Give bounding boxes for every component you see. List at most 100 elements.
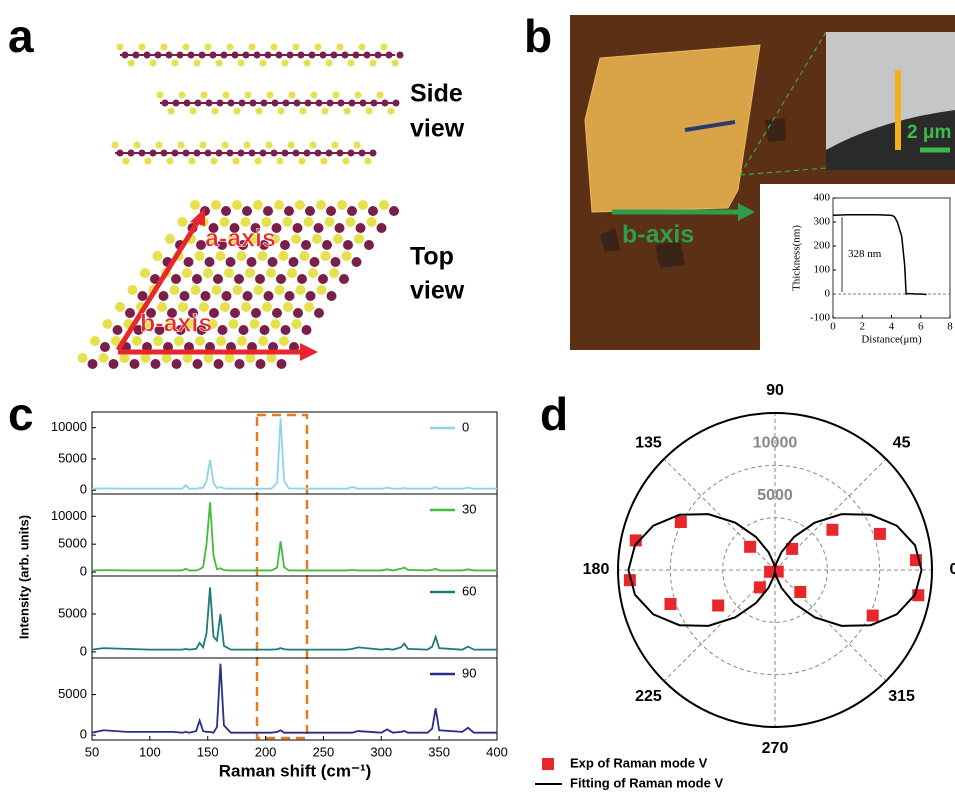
atom (239, 325, 249, 335)
atom (266, 142, 273, 149)
atom (194, 150, 201, 157)
x-tick-label: 8 (947, 321, 953, 333)
atom (287, 268, 297, 278)
panel-label: a (8, 10, 34, 62)
atom (315, 150, 322, 157)
atom (393, 100, 400, 107)
plot-frame (92, 412, 497, 494)
atom (262, 302, 272, 312)
y-tick-label: 0 (80, 727, 87, 742)
atom (205, 150, 212, 157)
axis-label: b-axis (622, 221, 694, 249)
atom (304, 302, 314, 312)
atom (365, 158, 372, 165)
atom (315, 44, 322, 51)
atom (153, 251, 163, 261)
atom (217, 100, 224, 107)
atom (203, 268, 213, 278)
atom (327, 100, 334, 107)
atom (277, 359, 287, 369)
atom (346, 217, 356, 227)
atom (112, 142, 119, 149)
atom (331, 257, 341, 267)
atom (254, 285, 264, 295)
atom (182, 268, 192, 278)
atom (289, 92, 296, 99)
atom (213, 274, 223, 284)
atom (312, 234, 322, 244)
data-point (794, 586, 806, 598)
atom (337, 200, 347, 210)
atom (138, 291, 148, 301)
atom (321, 158, 328, 165)
atom (289, 257, 299, 267)
x-tick-label: 6 (918, 321, 924, 333)
atom (317, 285, 327, 295)
atom (190, 200, 200, 210)
atom (117, 150, 124, 157)
legend-label: Exp of Raman mode V (570, 755, 708, 770)
atom (275, 285, 285, 295)
spectrum (92, 587, 497, 649)
atom (122, 52, 129, 59)
atom (139, 150, 146, 157)
atom (200, 142, 207, 149)
flake (585, 45, 760, 212)
atom (128, 60, 135, 67)
atom (272, 100, 279, 107)
atom (212, 108, 219, 115)
atom (165, 234, 175, 244)
atom (263, 206, 273, 216)
atom (150, 150, 157, 157)
y-tick-label: 0 (80, 564, 87, 579)
angle-label: 180 (583, 561, 610, 578)
atom (224, 268, 234, 278)
atom (308, 268, 318, 278)
atom (309, 52, 316, 59)
x-tick-label: 300 (370, 744, 392, 759)
atom (159, 291, 169, 301)
atom (221, 52, 228, 59)
atom (260, 325, 270, 335)
debris (765, 118, 786, 142)
atom (237, 336, 247, 346)
atom (325, 217, 335, 227)
atom (352, 257, 362, 267)
scale-label: 2 μm (907, 122, 951, 143)
y-axis-label: Thickness(nm) (791, 225, 803, 291)
atom (310, 142, 317, 149)
atom (188, 52, 195, 59)
atom (239, 100, 246, 107)
atom (322, 240, 332, 250)
atom (250, 319, 260, 329)
atom (301, 240, 311, 250)
atom (255, 158, 262, 165)
atom (247, 257, 257, 267)
atom (244, 142, 251, 149)
atom (157, 92, 164, 99)
atom (172, 359, 182, 369)
atom (276, 274, 286, 284)
atom (211, 158, 218, 165)
atom (339, 274, 349, 284)
atom (210, 52, 217, 59)
atom (180, 291, 190, 301)
atom (260, 60, 267, 67)
atom (332, 142, 339, 149)
atom (249, 150, 256, 157)
atom (314, 223, 324, 233)
atom (254, 52, 261, 59)
atom (311, 92, 318, 99)
plot-inset (760, 184, 955, 350)
atom (242, 206, 252, 216)
atom (358, 200, 368, 210)
annotation: 328 nm (848, 248, 882, 260)
atom (115, 302, 125, 312)
atom (271, 150, 278, 157)
atom (388, 108, 395, 115)
atom (284, 206, 294, 216)
atom (194, 60, 201, 67)
atom (245, 92, 252, 99)
x-tick-label: 250 (313, 744, 335, 759)
atom (300, 108, 307, 115)
